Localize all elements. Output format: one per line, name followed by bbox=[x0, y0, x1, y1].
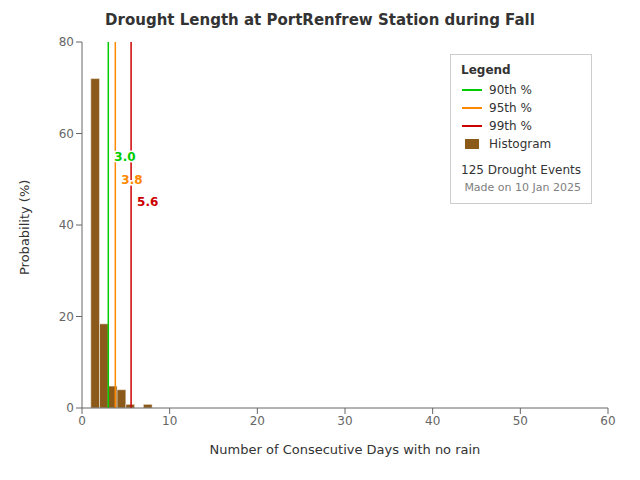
html-text:95th %: 95th % bbox=[489, 101, 532, 115]
svg-text:10: 10 bbox=[162, 414, 177, 428]
svg-text:30: 30 bbox=[337, 414, 352, 428]
html-text:Made on 10 Jan 2025: Made on 10 Jan 2025 bbox=[464, 181, 581, 194]
svg-text:3.8: 3.8 bbox=[121, 173, 142, 187]
svg-text:60: 60 bbox=[600, 414, 615, 428]
svg-text:50: 50 bbox=[513, 414, 528, 428]
svg-text:5.6: 5.6 bbox=[137, 195, 158, 209]
svg-text:Number of Consecutive Days wit: Number of Consecutive Days with no rain bbox=[210, 442, 481, 457]
svg-text:Probability (%): Probability (%) bbox=[17, 180, 32, 275]
svg-text:20: 20 bbox=[59, 310, 74, 324]
svg-text:0: 0 bbox=[78, 414, 86, 428]
svg-text:80: 80 bbox=[59, 35, 74, 49]
svg-text:40: 40 bbox=[425, 414, 440, 428]
svg-text:3.0: 3.0 bbox=[114, 150, 135, 164]
html-text:125 Drought Events: 125 Drought Events bbox=[461, 163, 581, 177]
html-text:99th %: 99th % bbox=[489, 119, 532, 133]
html-text:Legend: Legend bbox=[461, 63, 511, 77]
svg-text:0: 0 bbox=[66, 401, 74, 415]
html-text:Histogram: Histogram bbox=[489, 137, 552, 151]
html-text:90th %: 90th % bbox=[489, 83, 532, 97]
html-text:Drought Length at PortRenfrew: Drought Length at PortRenfrew Station du… bbox=[105, 11, 535, 29]
svg-text:40: 40 bbox=[59, 218, 74, 232]
svg-text:60: 60 bbox=[59, 127, 74, 141]
svg-text:20: 20 bbox=[250, 414, 265, 428]
